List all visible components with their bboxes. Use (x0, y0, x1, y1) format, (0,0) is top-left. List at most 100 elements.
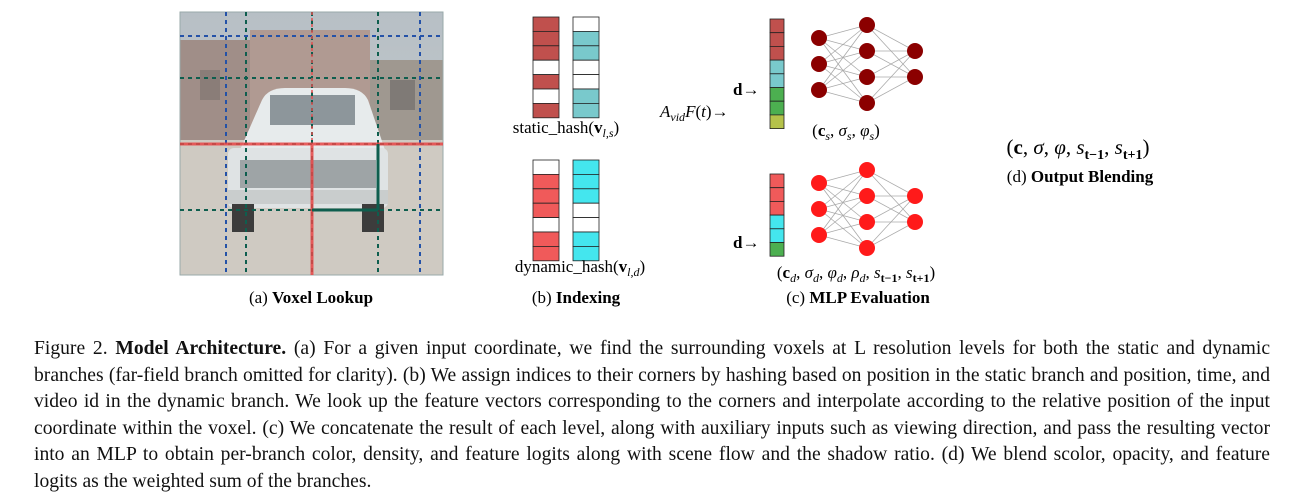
dynamic-vector-cell (769, 200, 785, 216)
dynamic-mlp-node (859, 162, 875, 178)
static-mlp-edge (818, 50, 868, 91)
static-red-column-cell (532, 88, 560, 104)
dynamic-mlp-node (811, 175, 827, 191)
dynamic-mlp-edge (866, 169, 916, 197)
static-teal-column-cell (572, 74, 600, 90)
dynamic-mlp-edge (866, 195, 916, 223)
static-mlp-edge (866, 76, 916, 104)
dynamic-hash-label: dynamic_hash(vl,d) (515, 257, 645, 279)
static-vector-cell (769, 100, 785, 116)
static-mlp-node (859, 17, 875, 33)
dynamic-mlp-node (859, 188, 875, 204)
static-vector-cell (769, 73, 785, 88)
dynamic-cyan-column-cell (572, 188, 600, 204)
static-vector-cell (769, 59, 785, 75)
static-red-column-cell (532, 16, 560, 32)
panel-c-caption: (c) MLP Evaluation (786, 288, 930, 307)
static-vector-cell (769, 46, 785, 61)
dynamic-red-column-cell (532, 173, 560, 190)
dynamic-cyan-column-cell (572, 245, 600, 262)
static-mlp-edge (818, 89, 868, 104)
dynamic-mlp-edge (818, 221, 868, 236)
static-teal-column-cell (572, 59, 600, 76)
static-mlp-node (859, 95, 875, 111)
static-red-column-cell (532, 30, 560, 47)
static-red-column-cell (532, 45, 560, 61)
panel-b-caption: (b) Indexing (532, 288, 621, 307)
static-vector-cell (769, 18, 785, 34)
dynamic-cyan-column-cell (572, 173, 600, 190)
static-vector-cell (769, 114, 785, 130)
panel-d-caption: (d) Output Blending (1007, 167, 1154, 186)
static-hash-table (532, 16, 600, 119)
static-input-vector (769, 18, 785, 130)
dynamic-cyan-column-cell (572, 231, 600, 247)
dynamic-red-column-cell (532, 159, 560, 175)
dynamic-input-vector (769, 173, 785, 257)
dynamic-red-column-cell (532, 245, 560, 262)
dynamic-red-column-cell (532, 231, 560, 247)
dynamic-mlp-edge (818, 169, 868, 184)
static-mlp-node (859, 69, 875, 85)
dynamic-mlp-node (811, 201, 827, 217)
dynamic-red-column-cell (532, 188, 560, 204)
figure-caption: Figure 2. Model Architecture. (a) For a … (34, 336, 1270, 496)
dynamic-vector-cell (769, 173, 785, 189)
dynamic-mlp-edge (866, 221, 916, 249)
dynamic-d-input: d→ (733, 233, 759, 252)
static-mlp-edge (866, 50, 916, 104)
dynamic-cyan-column-cell (572, 217, 600, 233)
static-mlp-edge (818, 24, 868, 91)
dynamic-mlp-node (907, 188, 923, 204)
dynamic-mlp-edge (818, 169, 868, 210)
static-mlp-node (811, 56, 827, 72)
static-vector-cell (769, 87, 785, 102)
static-time-input: AvidF(t)→ (659, 102, 729, 124)
static-mlp-edge (818, 76, 868, 91)
static-mlp-edge (866, 50, 916, 78)
dynamic-mlp-node (907, 214, 923, 230)
blended-output: (c, σ, φ, st−1, st+1) (1007, 135, 1150, 163)
dynamic-red-column-cell (532, 202, 560, 218)
panel-a-caption: (a) Voxel Lookup (249, 288, 373, 307)
static-mlp-edge (818, 24, 868, 39)
static-mlp (811, 17, 923, 111)
static-red-column-cell (532, 103, 560, 119)
dynamic-mlp (811, 162, 923, 256)
dynamic-vector-cell (769, 214, 785, 230)
figure-bold-title: Model Architecture. (115, 338, 287, 359)
static-mlp-edge (866, 24, 916, 52)
static-red-column-cell (532, 59, 560, 76)
static-mlp-node (811, 82, 827, 98)
static-teal-column-cell (572, 16, 600, 32)
dynamic-mlp-node (859, 240, 875, 256)
static-d-input: d→ (733, 80, 759, 99)
dynamic-mlp-edge (866, 195, 916, 249)
dynamic-mlp-node (859, 214, 875, 230)
figure-label: Figure 2. (34, 338, 108, 359)
dynamic-mlp-node (811, 227, 827, 243)
dynamic-mlp-edge (818, 195, 868, 236)
voxel-lookup-image (179, 11, 444, 276)
static-mlp-node (907, 69, 923, 85)
static-teal-column-cell (572, 30, 600, 47)
dynamic-cyan-column-cell (572, 202, 600, 218)
dynamic-vector-cell (769, 242, 785, 257)
figure-caption-text: (a) For a given input coordinate, we fin… (34, 338, 1271, 492)
dynamic-red-column-cell (532, 217, 560, 233)
static-mlp-node (811, 30, 827, 46)
static-hash-label: static_hash(vl,s) (513, 118, 619, 140)
static-mlp-node (907, 43, 923, 59)
static-red-column-cell (532, 74, 560, 90)
static-mlp-node (859, 43, 875, 59)
dynamic-output: (cd, σd, φd, ρd, st−1, st+1) (777, 263, 935, 285)
static-output: (cs, σs, φs) (812, 121, 880, 143)
dynamic-vector-cell (769, 187, 785, 202)
static-teal-column-cell (572, 103, 600, 119)
static-vector-cell (769, 32, 785, 47)
static-mlp-edge (818, 24, 868, 65)
static-teal-column-cell (572, 45, 600, 61)
dynamic-vector-cell (769, 228, 785, 243)
dynamic-mlp-edge (818, 234, 868, 249)
static-teal-column-cell (572, 88, 600, 104)
